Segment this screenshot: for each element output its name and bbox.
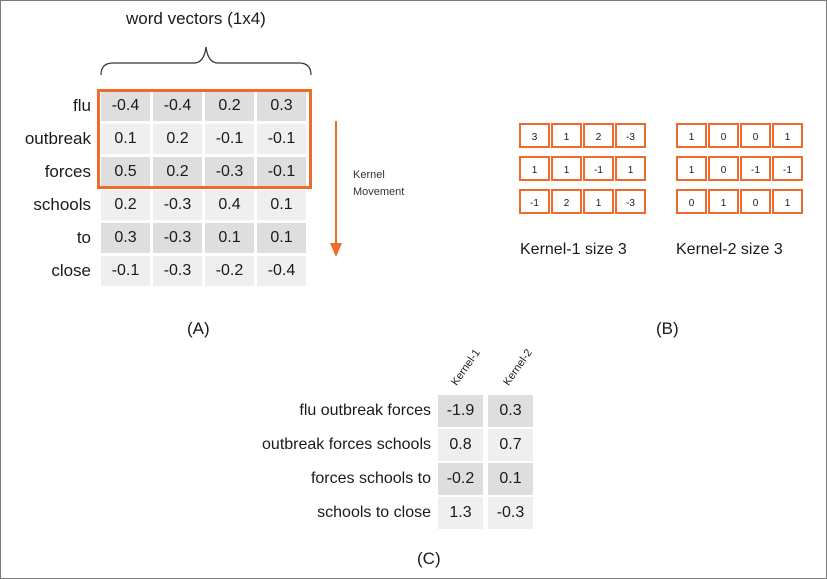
- panel-label-a: (A): [187, 319, 210, 338]
- word-label: schools: [33, 195, 91, 214]
- panel-label-b: (B): [656, 319, 679, 338]
- brace-icon: [100, 46, 312, 76]
- kernel-cell: 1: [583, 189, 614, 214]
- kernel-cell: 2: [551, 189, 582, 214]
- vector-cell: -0.4: [101, 91, 150, 121]
- kernel-cell: 1: [772, 123, 803, 148]
- col-header-kernel-2: Kernel-2: [501, 347, 535, 388]
- vector-cell: -0.3: [153, 190, 202, 220]
- kernel-cell: 0: [708, 156, 739, 181]
- word-label: forces: [44, 162, 91, 181]
- vector-cell: 0.1: [257, 190, 306, 220]
- word-label: close: [51, 261, 91, 280]
- kernel-cell: 1: [772, 189, 803, 214]
- word-label: flu: [73, 96, 91, 115]
- kernel-cell: 1: [676, 156, 707, 181]
- kernel-cell: 1: [551, 123, 582, 148]
- kernel-cell: 0: [740, 123, 771, 148]
- vector-cell: -0.3: [205, 157, 254, 187]
- movement-line-1: Kernel: [353, 169, 385, 181]
- kernel-cell: -3: [615, 123, 646, 148]
- kernel-cell: -1: [583, 156, 614, 181]
- kernel-2-output: -0.3: [488, 497, 533, 529]
- kernel-1-output: 1.3: [438, 497, 483, 529]
- kernel-cell: 3: [519, 123, 550, 148]
- kernel-2-grid: 1 0 0 1 1 0 -1 -1 0 1 0 1: [676, 123, 803, 224]
- word-label: outbreak: [24, 129, 91, 148]
- vector-cell: 0.1: [205, 223, 254, 253]
- vector-cell: 0.2: [205, 91, 254, 121]
- kernel-1-output: 0.8: [438, 429, 483, 461]
- word-vectors-title: word vectors (1x4): [126, 9, 266, 28]
- kernel-cell: 1: [551, 156, 582, 181]
- vector-cell: -0.1: [101, 256, 150, 286]
- vector-cell: 0.3: [257, 91, 306, 121]
- kernel-cell: -1: [519, 189, 550, 214]
- kernel-cell: -3: [615, 189, 646, 214]
- vector-cell: -0.4: [257, 256, 306, 286]
- trigram-label: flu outbreak forces: [299, 402, 431, 419]
- vector-cell: 0.1: [257, 223, 306, 253]
- kernel-cell: 1: [519, 156, 550, 181]
- kernel-2-output: 0.3: [488, 395, 533, 427]
- vector-cell: -0.3: [153, 223, 202, 253]
- vector-cell: 0.5: [101, 157, 150, 187]
- kernel-cell: -1: [740, 156, 771, 181]
- kernel-2-label: Kernel-2 size 3: [676, 241, 783, 258]
- vector-cell: -0.1: [257, 124, 306, 154]
- vector-cell: -0.2: [205, 256, 254, 286]
- kernel-cell: 0: [740, 189, 771, 214]
- vector-cell: -0.1: [205, 124, 254, 154]
- col-header-kernel-1: Kernel-1: [449, 347, 483, 388]
- vector-cell: 0.2: [101, 190, 150, 220]
- vector-cell: -0.3: [153, 256, 202, 286]
- kernel-cell: -1: [772, 156, 803, 181]
- kernel-1-output: -0.2: [438, 463, 483, 495]
- kernel-cell: 1: [708, 189, 739, 214]
- kernel-cell: 1: [676, 123, 707, 148]
- kernel-1-label: Kernel-1 size 3: [520, 241, 627, 258]
- trigram-label: outbreak forces schools: [262, 436, 431, 453]
- vector-cell: 0.3: [101, 223, 150, 253]
- trigram-label: schools to close: [317, 504, 431, 521]
- down-arrow-icon: [330, 121, 342, 257]
- vector-cell: 0.1: [101, 124, 150, 154]
- vector-cell: 0.4: [205, 190, 254, 220]
- word-label: to: [76, 228, 91, 247]
- kernel-cell: 1: [615, 156, 646, 181]
- kernel-1-grid: 3 1 2 -3 1 1 -1 1 -1 2 1 -3: [519, 123, 646, 224]
- kernel-2-output: 0.7: [488, 429, 533, 461]
- vector-cell: -0.4: [153, 91, 202, 121]
- kernel-movement-label: Kernel Movement: [353, 167, 404, 201]
- kernel-cell: 0: [676, 189, 707, 214]
- kernel-2-output: 0.1: [488, 463, 533, 495]
- trigram-label: forces schools to: [310, 470, 431, 487]
- vector-cell: 0.2: [153, 157, 202, 187]
- kernel-cell: 2: [583, 123, 614, 148]
- kernel-1-output: -1.9: [438, 395, 483, 427]
- vector-cell: -0.1: [257, 157, 306, 187]
- kernel-window-highlight: [97, 89, 312, 189]
- panel-label-c: (C): [417, 549, 441, 568]
- vector-cell: 0.2: [153, 124, 202, 154]
- kernel-cell: 0: [708, 123, 739, 148]
- movement-line-2: Movement: [353, 186, 405, 198]
